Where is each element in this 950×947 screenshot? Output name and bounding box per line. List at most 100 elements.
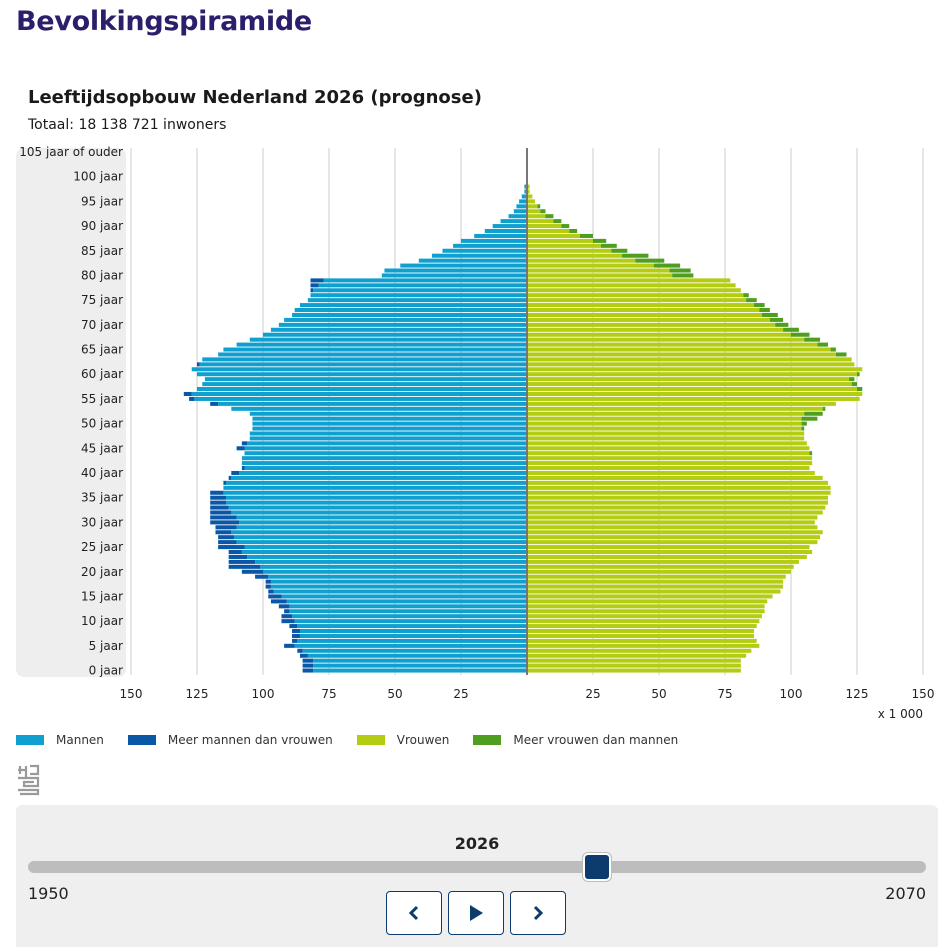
- x-tick-label: 75: [321, 687, 336, 701]
- bar-vrouwen: [527, 194, 533, 199]
- bar-vrouwen: [527, 312, 762, 317]
- bar-meer-mannen: [231, 470, 240, 476]
- bar-vrouwen: [527, 668, 741, 673]
- bar-vrouwen: [527, 633, 755, 638]
- bar-mannen: [241, 456, 527, 461]
- legend-item-meer-vrouwen: Meer vrouwen dan mannen: [473, 733, 678, 747]
- bar-vrouwen: [527, 614, 762, 619]
- bar-mannen: [270, 584, 527, 589]
- bar-mannen: [252, 421, 527, 426]
- bar-mannen: [244, 545, 527, 550]
- y-tick-label: 5 jaar: [89, 639, 123, 653]
- bar-meer-mannen: [284, 643, 295, 648]
- bar-meer-mannen: [228, 559, 256, 564]
- bar-meer-vrouwen: [611, 248, 628, 253]
- bar-vrouwen: [527, 475, 823, 480]
- bar-mannen: [236, 540, 527, 545]
- bar-vrouwen: [527, 253, 623, 258]
- bar-mannen: [524, 189, 527, 194]
- bar-mannen: [191, 391, 527, 397]
- bar-mannen: [236, 515, 527, 520]
- bar-vrouwen: [527, 510, 823, 515]
- x-tick-label: 75: [717, 687, 732, 701]
- bar-mannen: [381, 273, 527, 278]
- bar-meer-vrouwen: [746, 298, 757, 303]
- bar-mannen: [524, 184, 527, 189]
- bar-meer-mannen: [241, 441, 248, 446]
- bar-mannen: [492, 224, 527, 229]
- bar-meer-mannen: [197, 362, 200, 367]
- x-tick-label: 50: [651, 687, 666, 701]
- bar-vrouwen: [527, 317, 770, 322]
- year-slider-panel: 2026 1950 2070: [16, 805, 938, 947]
- cbs-logo-icon: [18, 764, 40, 796]
- bar-meer-vrouwen: [835, 352, 847, 357]
- bar-mannen: [247, 554, 527, 559]
- year-slider-track[interactable]: [28, 861, 926, 873]
- bar-meer-mannen: [210, 510, 232, 515]
- bar-meer-mannen: [210, 490, 224, 495]
- bar-mannen: [313, 658, 527, 663]
- bar-meer-mannen: [228, 564, 261, 569]
- bar-vrouwen: [527, 461, 813, 466]
- bar-vrouwen: [527, 574, 786, 579]
- bar-mannen: [453, 243, 527, 248]
- bar-meer-vrouwen: [545, 214, 554, 219]
- bar-vrouwen: [527, 436, 805, 441]
- bar-mannen: [310, 293, 527, 298]
- play-button[interactable]: [448, 891, 504, 935]
- population-pyramid-chart: 0 jaar 5 jaar 10 jaar 15 jaar 20 jaar 25 jaar…: [16, 145, 934, 721]
- bar-vrouwen: [527, 456, 813, 461]
- bar-meer-mannen: [255, 574, 269, 579]
- bar-vrouwen: [527, 258, 636, 263]
- bar-meer-mannen: [292, 638, 298, 643]
- legend-swatch-meer-vrouwen: [473, 735, 502, 745]
- bar-mannen: [260, 564, 527, 569]
- bar-mannen: [289, 609, 527, 614]
- bar-mannen: [292, 312, 527, 317]
- bar-meer-vrouwen: [791, 332, 810, 337]
- bar-vrouwen: [527, 248, 612, 253]
- bar-meer-vrouwen: [804, 411, 823, 416]
- bar-vrouwen: [527, 184, 530, 189]
- bar-vrouwen: [527, 609, 765, 614]
- y-tick-label: 10 jaar: [81, 614, 123, 628]
- bar-vrouwen: [527, 406, 823, 411]
- bar-vrouwen: [527, 293, 744, 298]
- bar-mannen: [299, 633, 527, 638]
- bar-meer-mannen: [218, 545, 245, 550]
- next-year-button[interactable]: [510, 891, 566, 935]
- previous-year-button[interactable]: [386, 891, 442, 935]
- bar-vrouwen: [527, 342, 818, 347]
- bar-mannen: [461, 238, 527, 243]
- bar-meer-vrouwen: [754, 303, 765, 308]
- bar-meer-vrouwen: [553, 219, 562, 224]
- bar-mannen: [313, 668, 527, 673]
- bar-meer-mannen: [310, 288, 314, 293]
- bar-meer-mannen: [241, 569, 263, 574]
- bar-vrouwen: [527, 540, 818, 545]
- bar-meer-vrouwen: [561, 224, 570, 229]
- bar-meer-mannen: [278, 604, 290, 609]
- y-tick-label: 90 jaar: [81, 219, 123, 233]
- bar-mannen: [307, 298, 527, 303]
- bar-mannen: [249, 431, 528, 436]
- bar-mannen: [244, 451, 527, 456]
- bar-vrouwen: [527, 426, 802, 431]
- y-tick-label: 30 jaar: [81, 515, 123, 529]
- y-tick-label: 95 jaar: [81, 194, 123, 208]
- bar-vrouwen: [527, 446, 810, 451]
- bar-meer-mannen: [223, 480, 227, 485]
- bar-mannen: [226, 495, 528, 500]
- bar-meer-vrouwen: [830, 347, 836, 352]
- bar-vrouwen: [527, 520, 815, 525]
- bar-vrouwen: [527, 658, 741, 663]
- bar-mannen: [249, 411, 528, 416]
- bar-vrouwen: [527, 396, 860, 401]
- year-slider-thumb[interactable]: [582, 853, 611, 881]
- bar-vrouwen: [527, 268, 670, 273]
- bar-meer-vrouwen: [569, 228, 578, 234]
- bar-mannen: [268, 574, 527, 579]
- bar-meer-mannen: [228, 554, 248, 559]
- bar-mannen: [255, 559, 527, 564]
